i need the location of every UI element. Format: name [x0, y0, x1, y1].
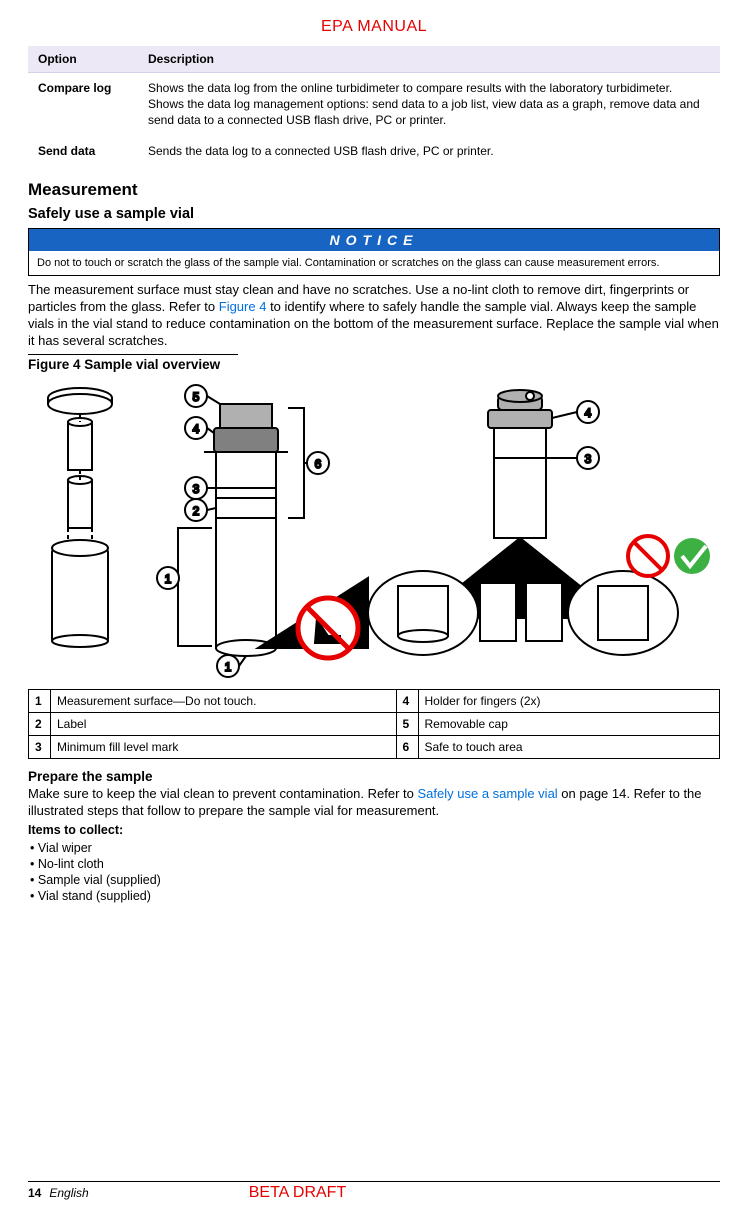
- notice-head: NOTICE: [29, 229, 719, 251]
- prepare-para: Make sure to keep the vial clean to prev…: [28, 786, 720, 820]
- svg-text:4: 4: [585, 406, 592, 420]
- options-header-option: Option: [28, 46, 138, 73]
- option-desc: Sends the data log to a connected USB fl…: [138, 136, 720, 166]
- items-list: Vial wiper No-lint cloth Sample vial (su…: [28, 841, 720, 903]
- legend-label: Label: [51, 712, 397, 735]
- prepare-p1a: Make sure to keep the vial clean to prev…: [28, 786, 418, 801]
- list-item: Vial wiper: [30, 841, 720, 855]
- footer-page-number: 14: [28, 1186, 41, 1200]
- svg-text:1: 1: [165, 572, 172, 586]
- legend-num: 6: [396, 735, 418, 758]
- legend-num: 4: [396, 689, 418, 712]
- list-item: Vial stand (supplied): [30, 889, 720, 903]
- option-desc: Shows the data log from the online turbi…: [138, 73, 720, 136]
- safely-link[interactable]: Safely use a sample vial: [418, 786, 558, 801]
- list-item: Sample vial (supplied): [30, 873, 720, 887]
- heading-prepare: Prepare the sample: [28, 769, 720, 784]
- figure-caption: Figure 4 Sample vial overview: [28, 357, 720, 372]
- legend-label: Measurement surface—Do not touch.: [51, 689, 397, 712]
- svg-text:5: 5: [193, 390, 200, 404]
- legend-label: Removable cap: [418, 712, 720, 735]
- list-item: No-lint cloth: [30, 857, 720, 871]
- legend-num: 5: [396, 712, 418, 735]
- options-header-description: Description: [138, 46, 720, 73]
- svg-text:3: 3: [193, 482, 200, 496]
- legend-label: Minimum fill level mark: [51, 735, 397, 758]
- options-table: Option Description Compare log Shows the…: [28, 46, 720, 166]
- notice-box: NOTICE Do not to touch or scratch the gl…: [28, 228, 720, 276]
- legend-num: 2: [29, 712, 51, 735]
- figure4-link[interactable]: Figure 4: [219, 299, 267, 314]
- page-footer: 14 English BETA DRAFT: [28, 1181, 720, 1202]
- option-name: Send data: [28, 136, 138, 166]
- svg-text:3: 3: [585, 452, 592, 466]
- legend-num: 1: [29, 689, 51, 712]
- svg-text:2: 2: [193, 504, 200, 518]
- heading-safely: Safely use a sample vial: [28, 206, 720, 222]
- items-head: Items to collect:: [28, 823, 720, 837]
- figure-4-diagram: 5 4 3 2 1 6 1 4 3: [28, 378, 720, 683]
- paragraph-main: The measurement surface must stay clean …: [28, 282, 720, 350]
- notice-body: Do not to touch or scratch the glass of …: [29, 251, 719, 275]
- epa-manual-header: EPA MANUAL: [28, 18, 720, 36]
- svg-text:6: 6: [315, 457, 322, 471]
- legend-table: 1 Measurement surface—Do not touch. 4 Ho…: [28, 689, 720, 759]
- table-row: Compare log Shows the data log from the …: [28, 73, 720, 136]
- footer-beta-draft: BETA DRAFT: [249, 1184, 347, 1202]
- legend-label: Holder for fingers (2x): [418, 689, 720, 712]
- table-row: Send data Sends the data log to a connec…: [28, 136, 720, 166]
- legend-num: 3: [29, 735, 51, 758]
- svg-text:4: 4: [193, 422, 200, 436]
- option-name: Compare log: [28, 73, 138, 136]
- footer-language: English: [49, 1186, 88, 1200]
- legend-label: Safe to touch area: [418, 735, 720, 758]
- figure-rule: [28, 354, 238, 355]
- heading-measurement: Measurement: [28, 180, 720, 200]
- svg-text:1: 1: [225, 660, 232, 674]
